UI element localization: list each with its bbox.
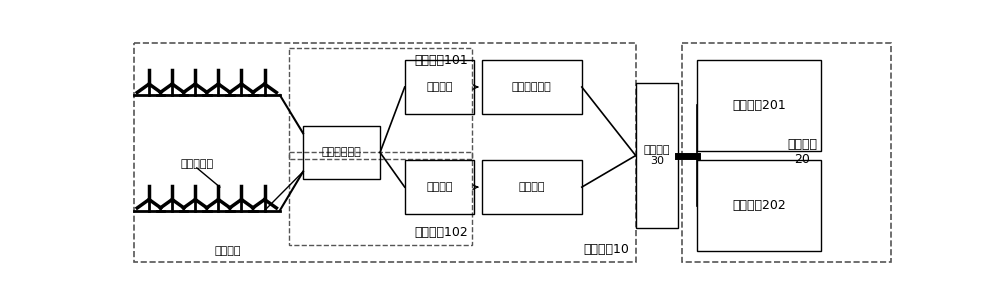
Text: 陆上设备
20: 陆上设备 20 xyxy=(787,139,817,166)
Text: 制氢单元: 制氢单元 xyxy=(518,182,545,192)
Text: 制氢结构102: 制氢结构102 xyxy=(415,226,469,239)
Text: 储氢结构202: 储氢结构202 xyxy=(732,199,786,212)
Text: 第二开关单元: 第二开关单元 xyxy=(512,82,552,92)
Text: 控电结构201: 控电结构201 xyxy=(732,99,786,112)
Text: 输送装置
30: 输送装置 30 xyxy=(644,145,670,166)
Text: 集电电缆: 集电电缆 xyxy=(214,246,241,256)
Text: 升压单元: 升压单元 xyxy=(426,82,453,92)
Text: 发电结构101: 发电结构101 xyxy=(415,54,469,67)
Text: 海上设备10: 海上设备10 xyxy=(584,243,630,256)
Text: 降压单元: 降压单元 xyxy=(426,182,453,192)
Text: 第一开关单元: 第一开关单元 xyxy=(322,148,361,157)
Text: 风力发电机: 风力发电机 xyxy=(180,159,213,169)
